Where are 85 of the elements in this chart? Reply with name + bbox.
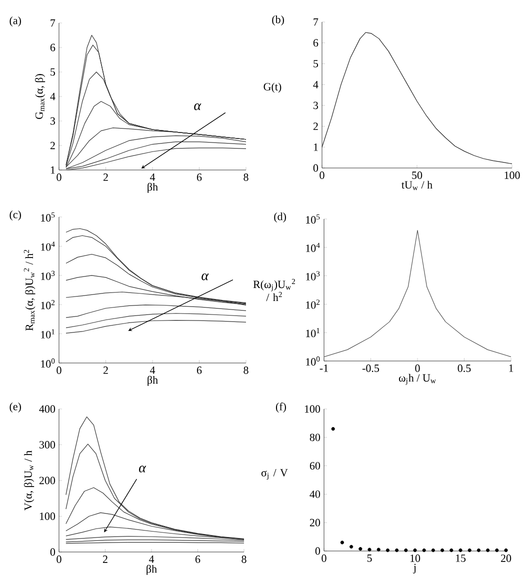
y-axis-title: G(t) bbox=[264, 82, 282, 93]
x-tick-label: 15 bbox=[456, 554, 466, 562]
x-tick-label: 6 bbox=[196, 366, 202, 374]
y-tick-label: 2 bbox=[50, 142, 55, 150]
y-tick-label: 1 bbox=[50, 166, 55, 174]
x-tick-label: -0.5 bbox=[362, 364, 380, 372]
y-tick-label: 7 bbox=[50, 19, 56, 27]
y-tick-label: 7 bbox=[314, 18, 318, 26]
x-tick-label: 50 bbox=[412, 172, 422, 179]
y-tick-label: 20 bbox=[310, 518, 320, 526]
x-tick-label: 4 bbox=[150, 366, 156, 374]
annotation: α bbox=[202, 273, 209, 280]
x-tick-label: 2 bbox=[103, 366, 108, 374]
y-tick-label: 10$^{2}$ bbox=[41, 300, 55, 310]
y-tick-label: 3 bbox=[50, 117, 56, 125]
x-axis-title: βh bbox=[148, 182, 158, 193]
x-tick-label: 0 bbox=[56, 366, 62, 374]
y-tick-label: 0 bbox=[315, 547, 320, 555]
x-tick-label: 10 bbox=[410, 554, 420, 562]
y-axis-title: σ$_{j}$ / V bbox=[261, 469, 288, 480]
y-axis-title: R$_{max}$(α, β)U$_{w}$$^{2}$ / h$^{2}$ bbox=[24, 250, 36, 331]
x-tick-label: 100 bbox=[504, 172, 520, 179]
x-axis-title: βh bbox=[148, 376, 158, 386]
x-axis-title: j bbox=[413, 564, 416, 574]
chart-title: (f) bbox=[276, 402, 286, 413]
x-tick-label: 6 bbox=[195, 556, 200, 563]
y-tick-label: 4 bbox=[50, 92, 56, 100]
chart-title: (c) bbox=[10, 210, 21, 220]
y-tick-label: 10$^{1}$ bbox=[41, 329, 55, 338]
y-tick-label: 100 bbox=[304, 405, 320, 413]
y-tick-label: 6 bbox=[50, 44, 56, 52]
chart-title: (d) bbox=[274, 212, 286, 222]
y-tick-label: 10$^{4}$ bbox=[306, 242, 320, 252]
chart-title: (a) bbox=[10, 16, 21, 26]
y-tick-label: 5 bbox=[314, 60, 318, 68]
x-tick-label: 2 bbox=[103, 174, 108, 181]
y-tick-label: 1 bbox=[314, 144, 318, 151]
x-tick-label: 0.5 bbox=[458, 364, 471, 372]
x-tick-label: 4 bbox=[148, 556, 154, 563]
x-axis-title: tU$_{w}$ / h bbox=[402, 180, 432, 190]
chart-title: (e) bbox=[10, 402, 21, 412]
y-tick-label: 10$^{4}$ bbox=[41, 242, 55, 251]
y-tick-label: 0 bbox=[50, 548, 56, 556]
y-tick-label: 3 bbox=[314, 102, 318, 110]
y-tick-label: 10$^{0}$ bbox=[306, 356, 320, 366]
y-tick-label: 5 bbox=[50, 68, 56, 76]
x-tick-label: 6 bbox=[196, 174, 202, 181]
annotation: α bbox=[194, 103, 202, 110]
y-tick-label: 100 bbox=[40, 512, 56, 520]
y-tick-label: 2 bbox=[313, 122, 318, 130]
x-tick-label: 20 bbox=[500, 554, 512, 562]
x-axis-title: ω$_{j}$h / U$_{w}$ bbox=[398, 374, 436, 385]
y-tick-label: 60 bbox=[310, 462, 320, 470]
x-axis-title: βh bbox=[146, 564, 157, 575]
y-tick-label: 6 bbox=[313, 39, 318, 47]
x-tick-label: 8 bbox=[244, 366, 248, 374]
x-tick-label: 8 bbox=[242, 556, 246, 563]
x-tick-label: 2 bbox=[102, 556, 108, 563]
y-tick-label: 400 bbox=[39, 405, 56, 413]
y-tick-label: 10$^{3}$ bbox=[306, 271, 320, 280]
y-tick-label: 40 bbox=[310, 490, 320, 498]
x-tick-label: 5 bbox=[367, 554, 372, 562]
y-tick-label: 10$^{5}$ bbox=[306, 214, 320, 224]
x-tick-label: 1 bbox=[509, 364, 514, 372]
y-tick-label: 200 bbox=[39, 476, 56, 484]
x-tick-label: 0 bbox=[322, 554, 326, 562]
x-tick-label: 8 bbox=[244, 174, 248, 181]
x-tick-label: -1 bbox=[320, 364, 328, 372]
y-tick-label: 4 bbox=[313, 80, 318, 88]
chart-title: (b) bbox=[272, 16, 284, 26]
y-axis-title: G$_{max}$(α, β) bbox=[35, 74, 46, 119]
x-tick-label: 0 bbox=[56, 174, 62, 181]
y-tick-label: 300 bbox=[40, 441, 56, 448]
x-tick-label: 4 bbox=[150, 174, 156, 181]
x-tick-label: 0 bbox=[415, 364, 420, 372]
y-tick-label: 10$^{5}$ bbox=[41, 212, 55, 222]
x-tick-label: 0 bbox=[56, 556, 62, 563]
y-tick-label: 10$^{0}$ bbox=[41, 358, 55, 368]
y-tick-label: 0 bbox=[313, 164, 318, 172]
y-tick-label: 10$^{3}$ bbox=[41, 270, 55, 280]
annotation: α bbox=[139, 466, 146, 472]
y-tick-label: 10$^{1}$ bbox=[306, 328, 320, 338]
y-axis-title: V(α, β)U$_{w}$ / h bbox=[24, 450, 34, 510]
y-tick-label: 10$^{2}$ bbox=[306, 300, 320, 309]
y-tick-label: 80 bbox=[310, 434, 320, 442]
